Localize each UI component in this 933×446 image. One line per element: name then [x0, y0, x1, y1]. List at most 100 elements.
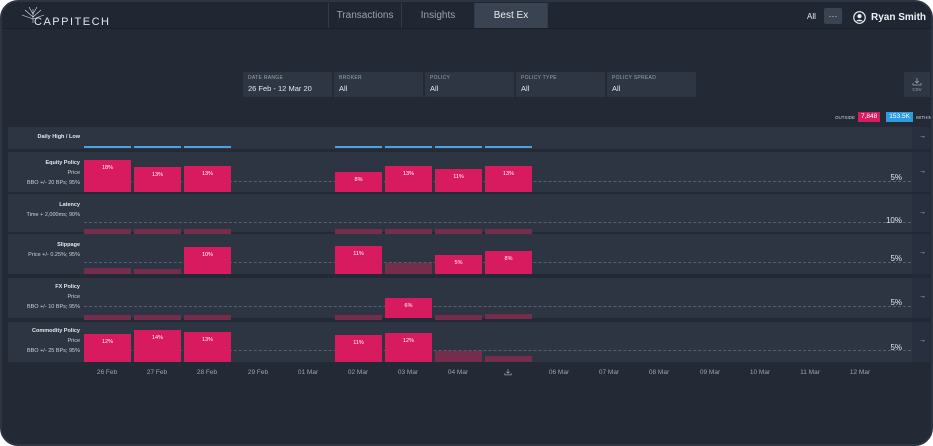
bar-outside[interactable]: 18%: [84, 160, 131, 192]
filter-bar: DATE RANGE 26 Feb - 12 Mar 20 BROKER All…: [243, 72, 698, 97]
bar-faint[interactable]: [335, 229, 382, 234]
more-options-button[interactable]: ···: [824, 8, 842, 24]
download-icon: [912, 77, 922, 85]
filter-policy[interactable]: POLICY All: [425, 72, 514, 97]
row-expand-arrow-icon[interactable]: →: [919, 293, 926, 300]
x-axis-label: 26 Feb: [96, 369, 118, 376]
filter-label: POLICY SPREAD: [612, 75, 657, 81]
download-icon: [504, 369, 512, 376]
row-metric: Price: [67, 170, 80, 176]
bar-faint[interactable]: [385, 229, 432, 234]
x-axis-label: 07 Mar: [598, 369, 620, 376]
row-fx-policy: FX Policy Price BBO +/- 10 BPs; 95% 6% 5…: [8, 278, 930, 320]
filter-value: All: [339, 84, 348, 93]
row-title: FX Policy: [55, 284, 80, 290]
bar-faint[interactable]: [84, 315, 131, 320]
row-expand-arrow-icon[interactable]: →: [919, 133, 926, 140]
filter-broker[interactable]: BROKER All: [334, 72, 423, 97]
daily-range-line: [435, 146, 482, 148]
top-bar: CAPPITECH Transactions Insights Best Ex …: [2, 2, 931, 29]
bar-faint[interactable]: [84, 268, 131, 274]
bar-faint[interactable]: [435, 351, 482, 362]
x-axis-label: 28 Feb: [196, 369, 218, 376]
bar-outside[interactable]: 8%: [335, 172, 382, 192]
row-expand-arrow-icon[interactable]: →: [919, 168, 926, 175]
threshold-value: 10%: [885, 216, 902, 225]
csv-label: CSV: [912, 86, 922, 92]
bar-faint[interactable]: [435, 229, 482, 234]
threshold-value: 5%: [890, 298, 902, 307]
bar-outside[interactable]: 13%: [134, 167, 181, 192]
user-icon: [853, 11, 866, 24]
daily-range-line: [184, 146, 231, 148]
filter-date-range[interactable]: DATE RANGE 26 Feb - 12 Mar 20: [243, 72, 332, 97]
row-rule: BBO +/- 10 BPs; 95%: [26, 304, 80, 310]
bar-faint[interactable]: [485, 229, 532, 234]
bar-faint[interactable]: [184, 315, 231, 320]
x-axis-label: 01 Mar: [297, 369, 319, 376]
row-metric: Price: [67, 294, 80, 300]
bar-outside[interactable]: 5%: [435, 255, 482, 274]
brand-name: CAPPITECH: [34, 16, 111, 28]
bar-outside[interactable]: 13%: [385, 166, 432, 192]
bar-faint[interactable]: [84, 229, 131, 234]
daily-range-line: [485, 146, 532, 148]
x-axis-label: 09 Mar: [699, 369, 721, 376]
x-axis-label: 02 Mar: [347, 369, 369, 376]
filter-policy-type[interactable]: POLICY TYPE All: [516, 72, 605, 97]
bar-faint[interactable]: [134, 315, 181, 320]
bar-faint[interactable]: [435, 315, 482, 320]
x-axis-label: 10 Mar: [749, 369, 771, 376]
bar-faint[interactable]: [485, 356, 532, 362]
threshold-value: 5%: [890, 343, 902, 352]
bar-faint[interactable]: [485, 314, 532, 319]
bar-faint[interactable]: [134, 229, 181, 234]
row-rule: BBO +/- 20 BPs; 95%: [26, 180, 80, 186]
bar-outside[interactable]: 13%: [184, 166, 231, 192]
filter-policy-spread[interactable]: POLICY SPREAD All: [607, 72, 696, 97]
bar-faint[interactable]: [184, 229, 231, 234]
legend: OUTSIDE 7,848 153.5K WITHIN: [835, 112, 931, 122]
row-latency: Latency Time + 2,000ms; 90% 10% →: [8, 194, 930, 234]
bar-outside[interactable]: 13%: [485, 166, 532, 192]
row-expand-arrow-icon[interactable]: →: [919, 209, 926, 216]
daily-range-line: [385, 146, 432, 148]
bar-outside[interactable]: 13%: [184, 332, 231, 362]
row-expand-arrow-icon[interactable]: →: [919, 337, 926, 344]
x-axis-download[interactable]: [484, 369, 532, 378]
bar-outside[interactable]: 12%: [385, 333, 432, 362]
bar-outside[interactable]: 10%: [184, 247, 231, 274]
bar-outside[interactable]: 14%: [134, 330, 181, 362]
bar-outside[interactable]: 12%: [84, 334, 131, 362]
filter-label: POLICY: [430, 75, 451, 81]
tab-insights[interactable]: Insights: [401, 3, 474, 28]
daily-range-line: [134, 146, 181, 148]
bar-faint[interactable]: [134, 269, 181, 274]
x-axis-label: 06 Mar: [548, 369, 570, 376]
user-menu[interactable]: Ryan Smith: [853, 11, 926, 24]
row-slippage: Slippage Price +/- 0.25%; 95% 10% 11% 5%…: [8, 234, 930, 274]
row-rule: BBO +/- 25 BPs; 95%: [26, 348, 80, 354]
legend-outside-label: OUTSIDE: [835, 114, 856, 120]
tab-transactions[interactable]: Transactions: [328, 3, 401, 28]
bar-outside[interactable]: 8%: [485, 251, 532, 274]
tab-best-ex[interactable]: Best Ex: [474, 3, 548, 28]
bar-outside[interactable]: 11%: [335, 246, 382, 274]
daily-range-line: [84, 146, 131, 148]
bar-outside[interactable]: 11%: [335, 335, 382, 362]
bar-outside[interactable]: 11%: [435, 169, 482, 192]
row-expand-arrow-icon[interactable]: →: [919, 249, 926, 256]
csv-export-button[interactable]: CSV: [904, 72, 930, 97]
main-tabs: Transactions Insights Best Ex: [328, 3, 548, 28]
row-daily-high-low: Daily High / Low →: [8, 127, 930, 149]
bar-faint[interactable]: [335, 315, 382, 320]
filter-value: All: [521, 84, 530, 93]
x-axis-label: 29 Feb: [247, 369, 269, 376]
bar-outside[interactable]: 6%: [385, 298, 432, 318]
scope-filter-all[interactable]: All: [807, 12, 816, 21]
row-rule: Price +/- 0.25%; 95%: [28, 252, 80, 258]
logo[interactable]: CAPPITECH: [18, 5, 111, 28]
row-equity-policy: Equity Policy Price BBO +/- 20 BPs; 95% …: [8, 152, 930, 192]
bar-faint[interactable]: [385, 263, 432, 274]
